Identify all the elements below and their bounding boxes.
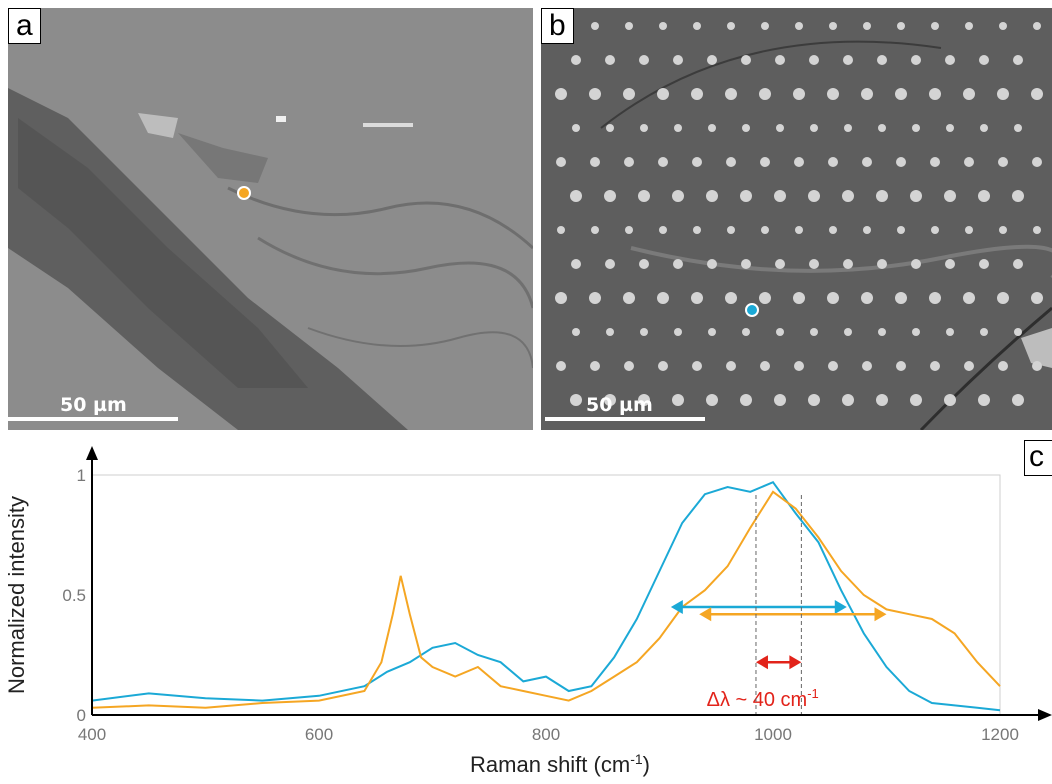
y-tick-label: 0.5 xyxy=(62,586,86,605)
x-axis-arrow xyxy=(1038,709,1052,721)
micrograph-b: b 50 µm xyxy=(541,8,1052,430)
panel-c-label: c xyxy=(1024,440,1052,476)
x-tick-label: 400 xyxy=(78,725,106,744)
shift-label: Δλ ~ 40 cm-1 xyxy=(707,686,819,711)
x-tick-label: 800 xyxy=(532,725,560,744)
micrograph-b-image xyxy=(541,8,1052,430)
micrograph-a-image xyxy=(8,8,533,430)
marker-a xyxy=(237,186,251,200)
y-axis-label: Normalized intensity xyxy=(4,496,29,694)
marker-b xyxy=(745,303,759,317)
shift-arrow xyxy=(755,655,802,670)
scale-label-a: 50 µm xyxy=(60,394,127,416)
panel-a-label: a xyxy=(8,8,41,44)
annotation-layer: Δλ ~ 40 cm-1 xyxy=(670,495,887,715)
x-axis-label: Raman shift (cm-1) xyxy=(470,751,650,777)
y-tick-label: 0 xyxy=(77,706,86,725)
tick-layer: 400 600 800 1000 1200 0 0.5 1 xyxy=(62,466,1019,744)
micrograph-a: a 50 µm xyxy=(8,8,533,430)
scale-bar-b xyxy=(545,417,705,421)
scale-bar-a xyxy=(8,417,178,421)
y-axis-arrow xyxy=(86,446,98,460)
scale-label-b: 50 µm xyxy=(586,394,653,416)
series-line-1 xyxy=(91,480,1001,712)
y-tick-label: 1 xyxy=(77,466,86,485)
series-line-2 xyxy=(91,490,1001,709)
series-layer xyxy=(91,480,1001,712)
fwhm-arrow xyxy=(699,607,887,622)
fwhm-arrow xyxy=(670,600,847,614)
panel-b-label: b xyxy=(541,8,574,44)
raman-chart: Δλ ~ 40 cm-1 400 600 800 1000 1200 0 0.5 1 Norm… xyxy=(4,446,1052,777)
x-tick-label: 1000 xyxy=(754,725,792,744)
x-tick-label: 1200 xyxy=(981,725,1019,744)
x-tick-label: 600 xyxy=(305,725,333,744)
